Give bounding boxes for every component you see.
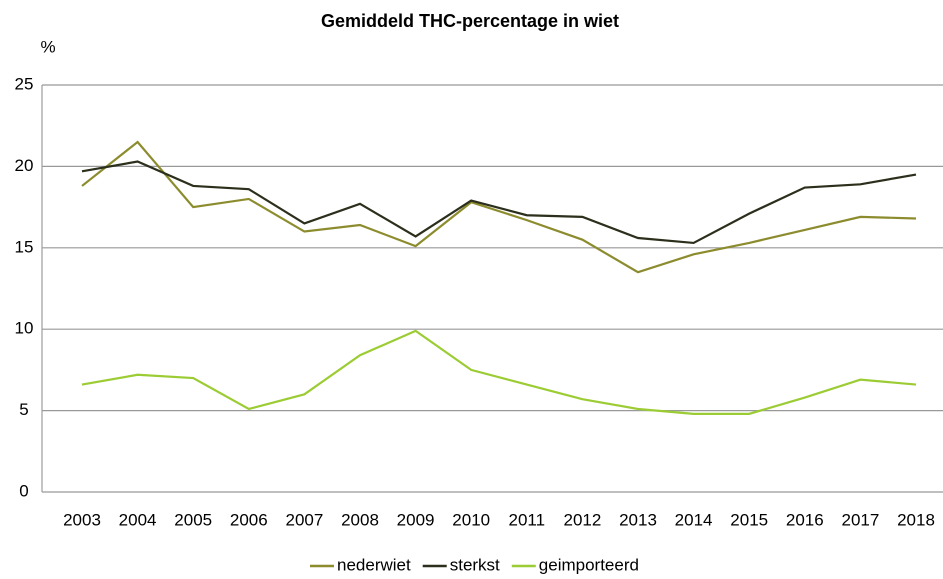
x-tick-label: 2018: [897, 510, 935, 529]
legend-label: sterkst: [450, 555, 500, 574]
y-tick-label: 5: [19, 400, 28, 419]
x-tick-label: 2011: [509, 510, 546, 529]
legend-label: nederwiet: [337, 555, 411, 574]
series-line: [81, 140, 917, 274]
x-tick-label: 2013: [619, 510, 657, 529]
y-tick-label: 15: [15, 237, 34, 256]
legend-label: geimporteerd: [539, 555, 639, 574]
x-tick-label: 2015: [730, 510, 768, 529]
x-tick-label: 2007: [285, 510, 323, 529]
x-tick-label: 2017: [841, 510, 879, 529]
x-tick-label: 2010: [452, 510, 490, 529]
x-tick-label: 2009: [397, 510, 435, 529]
series-line: [81, 329, 917, 415]
x-tick-label: 2012: [563, 510, 601, 529]
y-tick-label: 10: [15, 319, 34, 338]
x-tick-label: 2004: [119, 510, 157, 529]
chart-title: Gemiddeld THC-percentage in wiet: [321, 11, 619, 31]
y-tick-label: 25: [15, 74, 34, 93]
x-tick-label: 2008: [341, 510, 379, 529]
y-axis-label: %: [40, 37, 55, 56]
x-tick-label: 2003: [63, 510, 101, 529]
y-tick-label: 20: [15, 156, 34, 175]
series-line: [81, 160, 917, 245]
x-tick-label: 2014: [675, 510, 713, 529]
x-tick-label: 2006: [230, 510, 268, 529]
x-tick-label: 2005: [174, 510, 212, 529]
y-tick-label: 0: [19, 481, 28, 500]
x-tick-label: 2016: [786, 510, 824, 529]
